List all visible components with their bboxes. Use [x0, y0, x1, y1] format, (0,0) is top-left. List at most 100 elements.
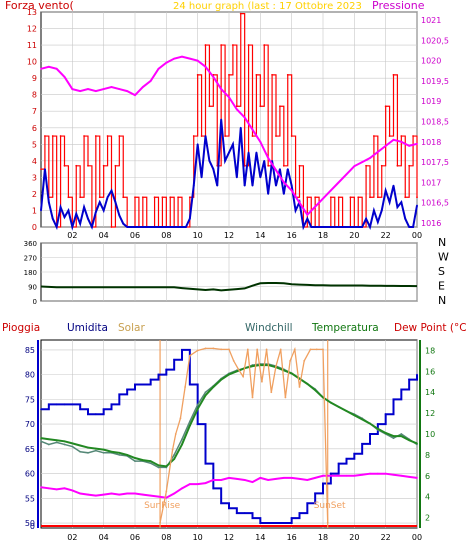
- wind-point: [314, 226, 317, 228]
- wind-point: [294, 209, 297, 212]
- wind-point: [416, 204, 418, 207]
- dewpoint-point: [188, 483, 191, 486]
- dewpoint-point: [126, 492, 129, 495]
- gust-point: [357, 196, 360, 199]
- dewpoint-point: [134, 492, 136, 495]
- humidity-point: [306, 502, 309, 505]
- temperature-point: [55, 439, 58, 442]
- temp-humidity-legend: Pioggia Umidita Solar Windchill Temperatura D…: [2, 322, 466, 334]
- solar-point: [184, 386, 187, 388]
- wind-tick-label: 10: [27, 58, 37, 67]
- windchill-point: [149, 462, 152, 465]
- wind-point: [290, 184, 293, 187]
- wind-point: [91, 226, 93, 228]
- wind-axis-label: Forza vento(: [5, 0, 74, 12]
- humidity-tick-label: 0: [30, 522, 35, 531]
- windchill-point: [392, 437, 395, 440]
- pressure-tick-label: 1020,5: [421, 36, 449, 45]
- windchill-point: [102, 451, 105, 454]
- gust-point: [404, 196, 407, 199]
- pressure-point: [290, 189, 293, 192]
- wind-point: [192, 184, 195, 187]
- pressure-right-tick-labels: 1016 1016,5 1017 1017,5 1018 1018,5 1019 1019,5…: [421, 16, 449, 228]
- temperature-point: [228, 373, 230, 376]
- temperature-point: [87, 446, 89, 449]
- wind-point: [251, 184, 254, 187]
- gust-point: [282, 164, 285, 167]
- wind-pressure-title: 24 hour graph (last : 17 Ottobre 2023: [173, 1, 362, 12]
- windchill-point: [87, 451, 89, 454]
- temperature-point: [204, 394, 207, 397]
- gust-point: [161, 196, 164, 199]
- gust-point: [220, 44, 223, 46]
- pressure-point: [40, 67, 42, 70]
- pressure-point: [79, 90, 82, 93]
- dewpoint-point: [416, 476, 418, 479]
- solar-point: [322, 348, 324, 351]
- compass-label: N: [438, 236, 446, 249]
- wind-point: [138, 226, 140, 228]
- humidity-left-tick-labels: 050 55 60 65 70 75 80 85: [25, 346, 35, 531]
- gust-point: [67, 196, 70, 199]
- gust-point: [337, 196, 340, 199]
- temp-x-tick-label: 22: [381, 533, 391, 542]
- solar-point: [159, 521, 161, 524]
- humidity-point: [267, 522, 270, 524]
- dewpoint-point: [306, 479, 309, 481]
- dewpoint-point: [314, 476, 317, 479]
- gust-point: [228, 73, 230, 76]
- windchill-point: [94, 449, 97, 452]
- dewpoint-point: [47, 487, 50, 490]
- dewpoint-point: [369, 472, 371, 475]
- gust-point: [329, 196, 332, 199]
- temperature-right-tick-labels: 2 4 6 8 10 12 14 16 18: [425, 346, 435, 522]
- humidity-point: [337, 462, 340, 465]
- wind-tick-label: 7: [32, 107, 37, 116]
- wind-x-tick-label: 04: [99, 231, 109, 240]
- solar-point: [279, 348, 282, 351]
- humidity-point: [384, 413, 387, 416]
- temp-x-tick-label: 06: [130, 533, 140, 542]
- temperature-point: [251, 365, 254, 368]
- pressure-point: [322, 197, 324, 200]
- humidity-point: [134, 383, 136, 386]
- temperature-point: [384, 432, 387, 434]
- humidity-point: [275, 522, 277, 524]
- pressure-point: [298, 201, 301, 204]
- wind-point: [341, 226, 344, 228]
- wind-tick-label: 2: [32, 190, 37, 199]
- pressure-point: [392, 138, 395, 141]
- pressure-point: [196, 59, 199, 62]
- wind-point: [141, 226, 144, 228]
- wind-point: [79, 222, 82, 225]
- wind-tick-label: 13: [27, 8, 37, 17]
- wind-pressure-x-tick-labels: 02 04 06 08 10 12 14 16 18 20 22 00: [67, 231, 422, 240]
- humidity-point: [220, 502, 223, 505]
- wind-point: [220, 118, 223, 121]
- humidity-point: [196, 423, 199, 426]
- wind-point: [275, 184, 277, 187]
- wind-point: [212, 168, 215, 171]
- wind-point: [87, 217, 89, 220]
- sunset-label: SunSet: [314, 501, 346, 511]
- wind-point: [306, 217, 309, 220]
- pressure-tick-label: 1016,5: [421, 199, 449, 208]
- humidity-point: [102, 408, 105, 411]
- humidity-point: [55, 403, 58, 406]
- wind-tick-label: 4: [32, 157, 37, 166]
- gust-point: [98, 196, 101, 199]
- solar-point: [220, 348, 223, 351]
- temperature-tick-label: 4: [425, 493, 430, 502]
- solar-point: [237, 368, 240, 371]
- direction-tick-label: 0: [33, 298, 37, 306]
- wind-direction-series: [40, 281, 418, 292]
- wind-point: [75, 212, 78, 215]
- pressure-point: [102, 88, 105, 90]
- wind-point: [44, 168, 46, 171]
- pressure-point: [235, 108, 238, 111]
- dewpoint-point: [290, 476, 293, 479]
- dewpoint-point: [204, 482, 207, 484]
- wind-point: [228, 151, 230, 154]
- temperature-point: [337, 405, 340, 408]
- compass-label: E: [438, 280, 445, 293]
